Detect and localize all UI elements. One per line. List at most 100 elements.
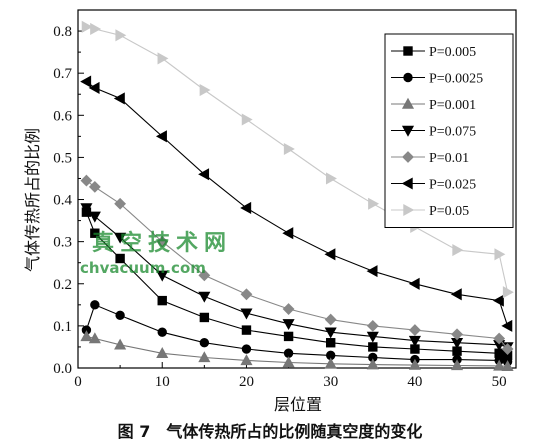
data-point bbox=[408, 335, 421, 347]
data-point bbox=[198, 351, 211, 363]
data-point bbox=[114, 338, 127, 350]
data-point bbox=[368, 197, 380, 210]
legend-item: P=0.0025 bbox=[391, 72, 483, 87]
plot-border bbox=[77, 9, 517, 369]
legend-marker bbox=[403, 46, 413, 56]
data-point bbox=[366, 358, 379, 370]
data-point bbox=[115, 253, 125, 264]
data-point bbox=[494, 248, 506, 261]
x-tick-label: 40 bbox=[407, 374, 422, 390]
data-point bbox=[324, 327, 337, 339]
legend-label: P=0.05 bbox=[429, 204, 469, 219]
legend-item: P=0.005 bbox=[391, 45, 476, 60]
legend-label: P=0.075 bbox=[429, 125, 476, 140]
legend-marker bbox=[403, 72, 413, 83]
data-point bbox=[88, 211, 101, 223]
series-P=0.05 bbox=[81, 20, 514, 299]
legend: P=0.005 P=0.0025 P=0.001 P=0.075 P=0.01 P=0.0… bbox=[384, 33, 514, 228]
data-point bbox=[241, 344, 252, 354]
data-point bbox=[88, 180, 101, 193]
legend-label: P=0.005 bbox=[429, 45, 476, 60]
y-tick-label: 0.2 bbox=[53, 277, 72, 293]
legend-label: P=0.01 bbox=[429, 151, 469, 166]
data-point bbox=[324, 248, 336, 261]
y-axis-label: 气体传热所占的比例 bbox=[23, 128, 42, 272]
legend-item: P=0.075 bbox=[391, 125, 476, 140]
data-point bbox=[501, 360, 514, 372]
x-axis-label: 层位置 bbox=[274, 395, 322, 414]
legend-marker bbox=[401, 97, 415, 109]
data-point bbox=[450, 359, 464, 371]
x-tick-label: 10 bbox=[155, 374, 170, 390]
data-point bbox=[156, 347, 169, 358]
data-point bbox=[240, 308, 253, 320]
data-point bbox=[88, 81, 100, 94]
data-point bbox=[198, 291, 211, 303]
data-point bbox=[198, 269, 211, 282]
data-point bbox=[80, 330, 93, 342]
data-point bbox=[90, 300, 100, 310]
series-line bbox=[86, 335, 508, 367]
data-point bbox=[409, 324, 421, 337]
data-point bbox=[157, 327, 167, 337]
data-point bbox=[282, 319, 295, 331]
data-point bbox=[450, 288, 462, 301]
legend-marker bbox=[403, 203, 415, 217]
data-point bbox=[199, 312, 210, 323]
legend-label: P=0.0025 bbox=[429, 72, 483, 87]
data-point bbox=[114, 232, 127, 244]
data-point bbox=[366, 265, 378, 278]
data-point bbox=[113, 92, 125, 105]
series-P=0.075 bbox=[80, 203, 514, 354]
y-tick-label: 0.5 bbox=[53, 150, 72, 166]
legend-marker bbox=[401, 125, 415, 137]
data-point bbox=[502, 286, 514, 299]
series-layer bbox=[80, 20, 514, 372]
data-point bbox=[80, 203, 93, 215]
data-point bbox=[366, 319, 379, 332]
data-point bbox=[493, 332, 506, 345]
y-tick-label: 0.3 bbox=[53, 235, 72, 251]
data-point bbox=[115, 29, 127, 42]
data-point bbox=[115, 310, 125, 321]
watermark-url: chvacuum.com bbox=[80, 259, 206, 277]
legend-item: P=0.025 bbox=[391, 177, 476, 193]
data-point bbox=[199, 338, 210, 348]
series-P=0.025 bbox=[80, 75, 513, 332]
y-tick-label: 0.4 bbox=[53, 193, 72, 209]
data-point bbox=[408, 358, 421, 370]
y-tick-label: 0.8 bbox=[53, 24, 72, 40]
x-tick-label: 20 bbox=[239, 374, 254, 390]
data-point bbox=[451, 328, 463, 341]
data-point bbox=[90, 22, 102, 36]
data-point bbox=[283, 142, 295, 156]
data-point bbox=[155, 130, 167, 143]
data-point bbox=[240, 201, 252, 215]
figure-caption: 图 7 气体传热所占的比例随真空度的变化 bbox=[118, 422, 423, 441]
y-tick-label: 0.7 bbox=[53, 66, 72, 82]
data-point bbox=[241, 325, 252, 335]
x-tick-label: 0 bbox=[74, 374, 82, 390]
x-axis: 0 10 20 30 40 50 bbox=[74, 362, 507, 390]
legend-marker bbox=[401, 177, 413, 190]
data-point bbox=[452, 244, 464, 257]
data-point bbox=[492, 294, 504, 307]
y-tick-label: 0.6 bbox=[53, 108, 72, 124]
data-point bbox=[157, 52, 169, 65]
legend-label: P=0.025 bbox=[429, 178, 476, 193]
data-point bbox=[157, 295, 167, 306]
data-point bbox=[368, 342, 378, 352]
legend-item: P=0.001 bbox=[391, 97, 476, 113]
data-point bbox=[282, 303, 295, 315]
data-point bbox=[90, 228, 100, 238]
data-point bbox=[240, 288, 253, 301]
data-point bbox=[88, 332, 101, 344]
data-point bbox=[240, 354, 253, 366]
plot-frame bbox=[77, 9, 517, 369]
data-point bbox=[283, 348, 294, 358]
data-point bbox=[408, 277, 420, 290]
data-point bbox=[81, 20, 93, 33]
legend-item: P=0.05 bbox=[391, 203, 469, 219]
data-point bbox=[114, 197, 127, 210]
